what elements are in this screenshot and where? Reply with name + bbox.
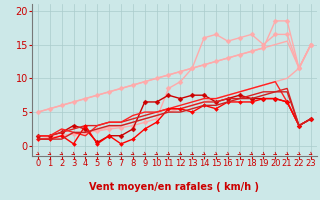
X-axis label: Vent moyen/en rafales ( km/h ): Vent moyen/en rafales ( km/h ) bbox=[89, 182, 260, 192]
